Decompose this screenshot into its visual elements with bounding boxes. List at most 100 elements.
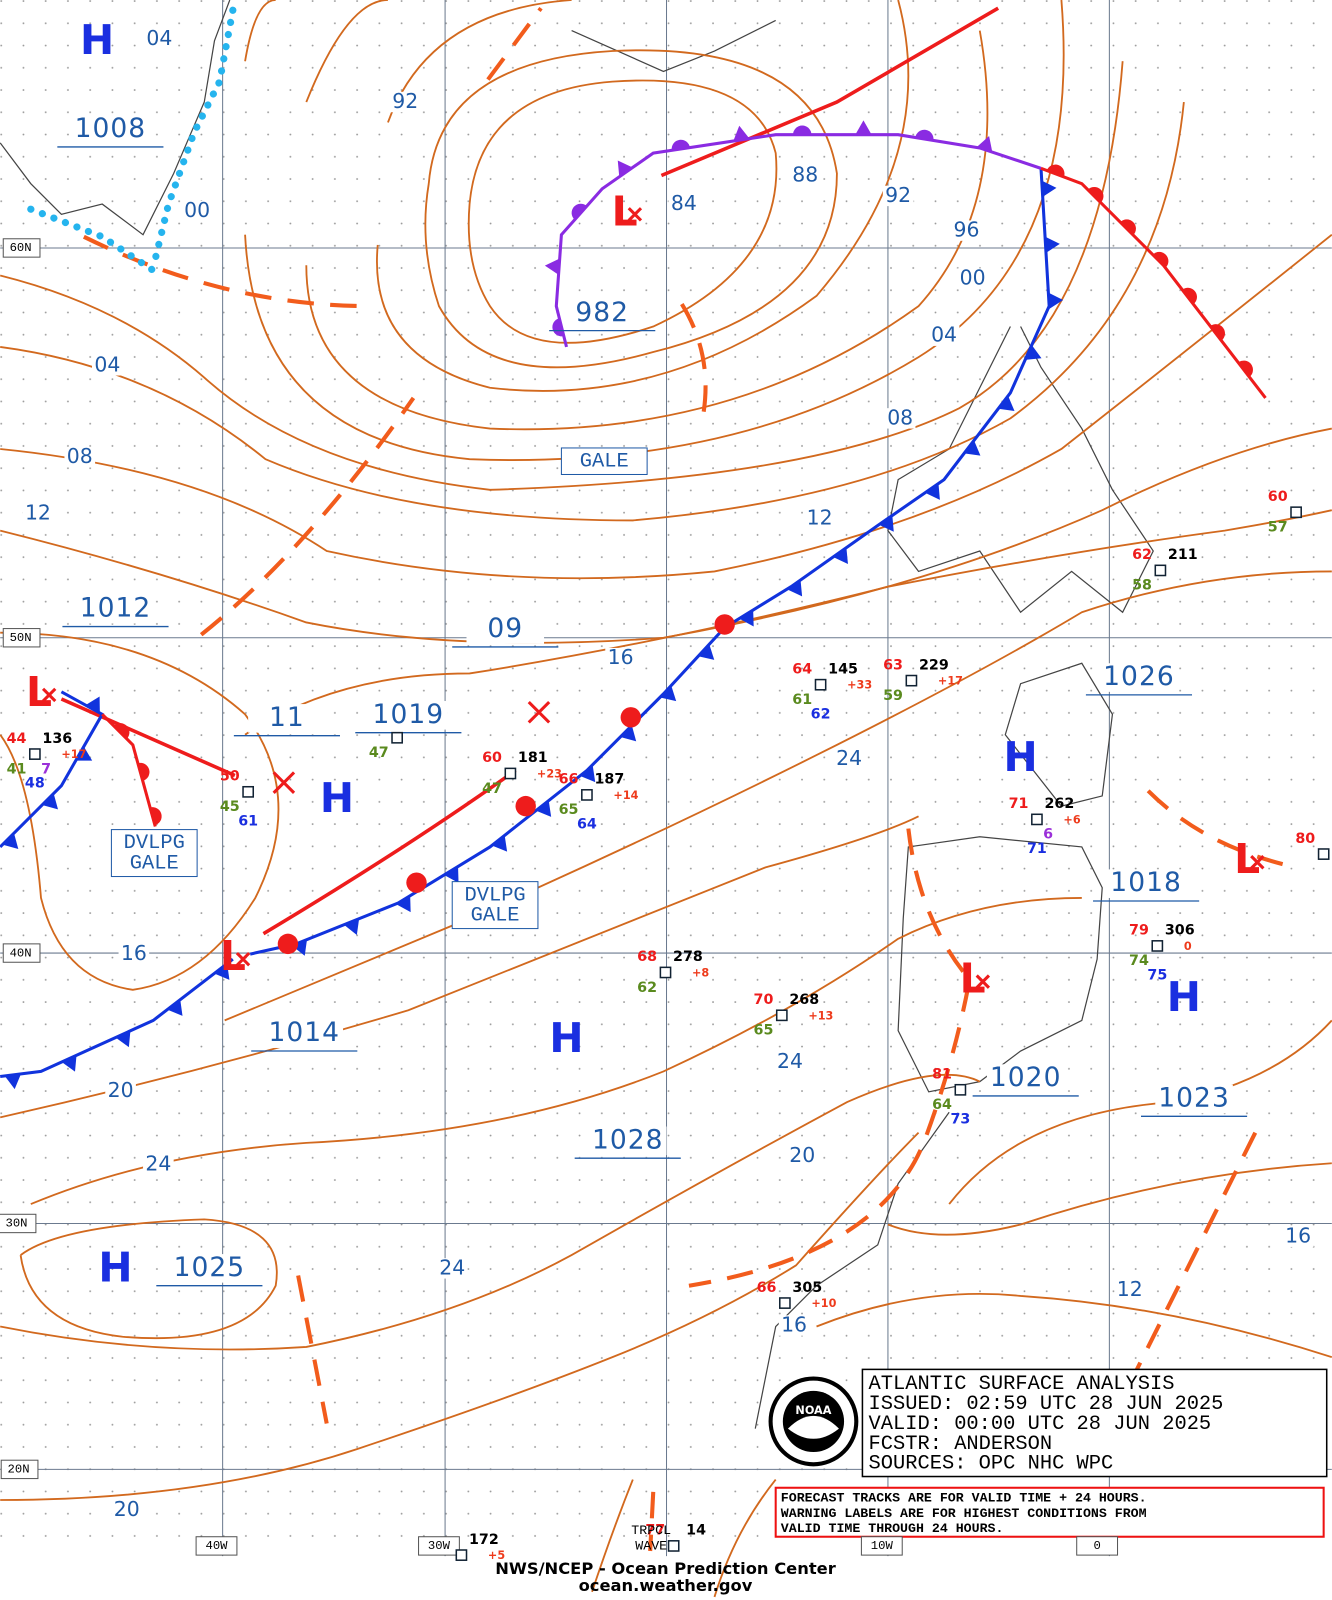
station-temp: 68 [637,949,657,965]
front-semicircle [150,807,162,826]
station-sst: 64 [577,816,597,832]
front [0,957,234,1079]
feature-label: WAVE [635,1538,667,1553]
low-cross [1250,855,1265,870]
front-symbol [214,963,230,980]
station-pressure: 136 [42,731,72,747]
pressure-label: 1023 [1158,1082,1230,1113]
front-symbol [4,1073,21,1090]
lat-label-box [2,943,41,963]
warning-text: GALE [580,451,629,474]
isobar-label: 88 [792,163,818,187]
pressure-label-bg [76,594,155,624]
pressure-label: 1019 [373,699,445,730]
isobar-label-bg [64,446,96,468]
station-temp: 64 [792,661,812,677]
front-symbol [964,440,981,456]
isobar-label: 24 [777,1049,803,1073]
front-triangle [115,1030,131,1048]
station-symbol [1154,564,1167,577]
isobar-label: 24 [836,746,862,770]
front-symbol [1120,219,1136,236]
troughs [82,6,1297,1552]
pressure-label: 1012 [80,593,152,624]
forecast-cross [527,700,551,724]
isobar-label-bg [786,1145,818,1167]
low-cross [235,951,251,967]
front-triangle [925,483,940,500]
isobar-label: 00 [960,266,986,290]
pressure-label-bg [588,1126,667,1156]
front-semicircle [714,614,735,635]
station-symbol [905,674,918,687]
front-triangle [444,866,459,883]
high-center: H [98,1243,132,1291]
pressure-label: 1028 [592,1124,664,1155]
title-line: SOURCES: OPC NHC WPC [869,1453,1114,1476]
lat-label: 30N [5,1217,27,1231]
station-symbol [659,966,672,979]
pressure-label-bg [248,704,326,733]
front-triangle [617,160,633,177]
station-pressure: 172 [469,1532,499,1548]
isobar-label-bg [884,408,916,429]
isobar-label-bg [668,193,700,215]
lat-label: 20N [8,1463,30,1477]
station-dewpoint: 65 [754,1023,774,1039]
front-symbol [113,723,130,739]
pressure-label: 11 [269,702,305,733]
isobar-label-bg [389,91,421,113]
pressure-label-bg [369,701,448,730]
front-symbol [167,999,183,1016]
svg-text:NOAA: NOAA [795,1404,831,1417]
front-semicircle [915,129,934,141]
warning-text: DVLPG [464,884,525,907]
station-temp: 50 [220,769,240,785]
front-symbol [1041,180,1057,197]
station-pressure: 268 [789,992,819,1008]
front-symbol [150,807,162,826]
station-sst: 62 [811,706,831,722]
pressure-label-bg [1100,663,1178,692]
station-pressure: 262 [1044,796,1074,812]
footer-agency: NWS/NCEP - Ocean Prediction Center [495,1559,836,1578]
lat-label: 50N [10,631,32,645]
front-semicircle [137,762,150,781]
station-dewpoint: 65 [559,802,579,818]
note-line: WARNING LABELS ARE FOR HIGHEST CONDITION… [781,1506,1147,1521]
isobar-label-bg [1282,1226,1314,1247]
front-symbol [75,746,93,761]
front-triangle [42,793,58,810]
isobar-label-bg [957,268,988,289]
high-center: H [1167,973,1201,1021]
title-line: VALID: 00:00 UTC 28 JUN 2025 [869,1413,1212,1436]
front-triangle [1025,345,1042,360]
station-tendency: 0 [1184,940,1192,953]
pressure-label-bg [265,1019,344,1048]
pressure-label: 982 [575,297,629,328]
station-temp: 70 [754,992,774,1008]
front-triangle [998,395,1015,411]
station-sst: 73 [950,1111,970,1127]
front-triangle [396,895,411,913]
isobar-label: 12 [25,500,51,524]
lon-label: 40W [205,1539,228,1553]
front-symbol [444,866,459,883]
warning-box [451,881,539,930]
pressure-label-bg [466,615,545,644]
isobar-label: 04 [146,26,172,50]
front-semicircle [113,723,130,739]
station-pressure: 229 [919,657,949,673]
front-symbol [1238,360,1253,378]
high-center: H [80,16,114,64]
front-semicircle [1210,324,1225,341]
warning-box [110,829,198,878]
low-cross [627,207,643,222]
front-semicircle [515,795,536,817]
front-semicircle [671,139,690,151]
station-temp: 66 [559,772,579,788]
pressure-label-bg [986,1064,1065,1093]
front-symbol [660,685,677,702]
front-symbol [115,1030,131,1048]
front-triangle [1041,180,1057,197]
